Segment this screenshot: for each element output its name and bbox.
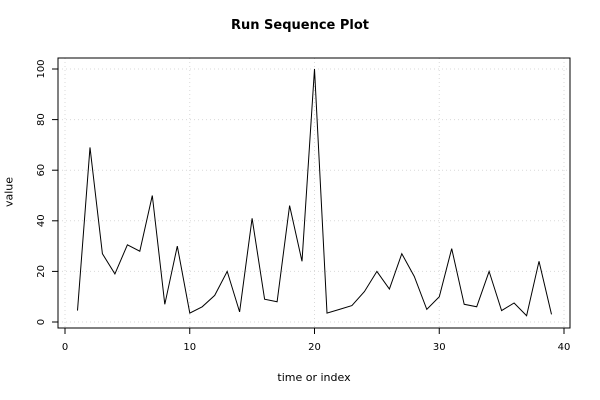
y-tick-label: 40	[36, 214, 47, 227]
x-tick-label: 40	[558, 342, 571, 353]
x-tick-label: 20	[308, 342, 321, 353]
y-tick-label: 60	[36, 164, 47, 177]
y-tick-label: 100	[36, 59, 47, 78]
x-axis: 0 10 20 30 40	[62, 327, 571, 353]
y-tick-label: 20	[36, 265, 47, 278]
y-tick-label: 80	[36, 113, 47, 126]
chart-title: Run Sequence Plot	[230, 18, 370, 33]
y-axis: 0 20 40 60 80 100	[36, 59, 59, 325]
x-axis-label: time or index	[277, 371, 351, 384]
y-tick-label: 0	[36, 319, 47, 325]
series-line	[77, 68, 552, 317]
grid-lines	[58, 58, 570, 328]
x-tick-label: 0	[62, 342, 68, 353]
x-tick-label: 30	[433, 342, 446, 353]
x-tick-label: 10	[183, 342, 196, 353]
